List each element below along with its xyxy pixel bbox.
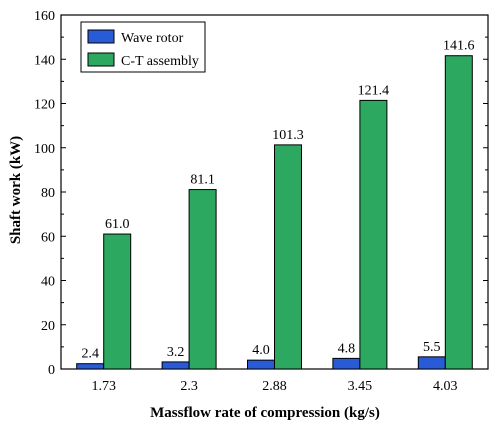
y-tick-label: 160 [34, 9, 55, 24]
bar-ct-assembly [103, 233, 132, 370]
bar-ct-assembly [274, 144, 302, 370]
data-label: 4.8 [338, 341, 356, 356]
bar-ct-assembly [359, 99, 388, 370]
data-label: 81.1 [190, 173, 215, 188]
legend-swatch [87, 52, 115, 67]
data-label: 121.4 [358, 83, 390, 98]
bar-wave-rotor [247, 359, 275, 370]
data-label: 141.6 [443, 39, 475, 54]
data-label: 101.3 [272, 128, 304, 143]
y-tick-label: 20 [41, 319, 55, 334]
y-tick-label: 60 [41, 230, 55, 245]
bar-wave-rotor [161, 361, 190, 370]
x-tick-label: 2.3 [180, 379, 198, 394]
legend-label: Wave rotor [121, 31, 184, 46]
bar-wave-rotor [417, 356, 446, 370]
legend-swatch [87, 29, 115, 44]
legend-label: C-T assembly [121, 54, 199, 69]
y-tick-label: 0 [48, 363, 55, 378]
y-tick-label: 120 [34, 98, 55, 113]
bar-ct-assembly [188, 189, 217, 370]
bar-ct-assembly [444, 55, 473, 370]
legend: Wave rotor C-T assembly [80, 21, 206, 73]
data-label: 61.0 [105, 217, 130, 232]
x-tick-label: 4.03 [433, 379, 458, 394]
data-label: 2.4 [81, 347, 99, 362]
bar-wave-rotor [76, 363, 105, 370]
x-tick-label: 2.88 [262, 379, 287, 394]
bar-wave-rotor [332, 357, 361, 370]
y-axis-title: Shaft work (kW) [8, 136, 24, 244]
y-tick-label: 40 [41, 275, 55, 290]
x-tick-label: 3.45 [348, 379, 373, 394]
y-tick-label: 80 [41, 186, 55, 201]
data-label: 5.5 [423, 340, 441, 355]
plot-area: 0 20 40 60 80 100 120 140 160 1.73 2.4 61.0 2.3 3.2 81… [34, 9, 489, 394]
x-axis-title: Massflow rate of compression (kg/s) [150, 405, 380, 421]
data-label: 4.0 [252, 343, 270, 358]
x-tick-label: 1.73 [91, 379, 116, 394]
data-label: 3.2 [167, 345, 185, 360]
y-tick-label: 140 [34, 53, 55, 68]
y-tick-label: 100 [34, 142, 55, 157]
